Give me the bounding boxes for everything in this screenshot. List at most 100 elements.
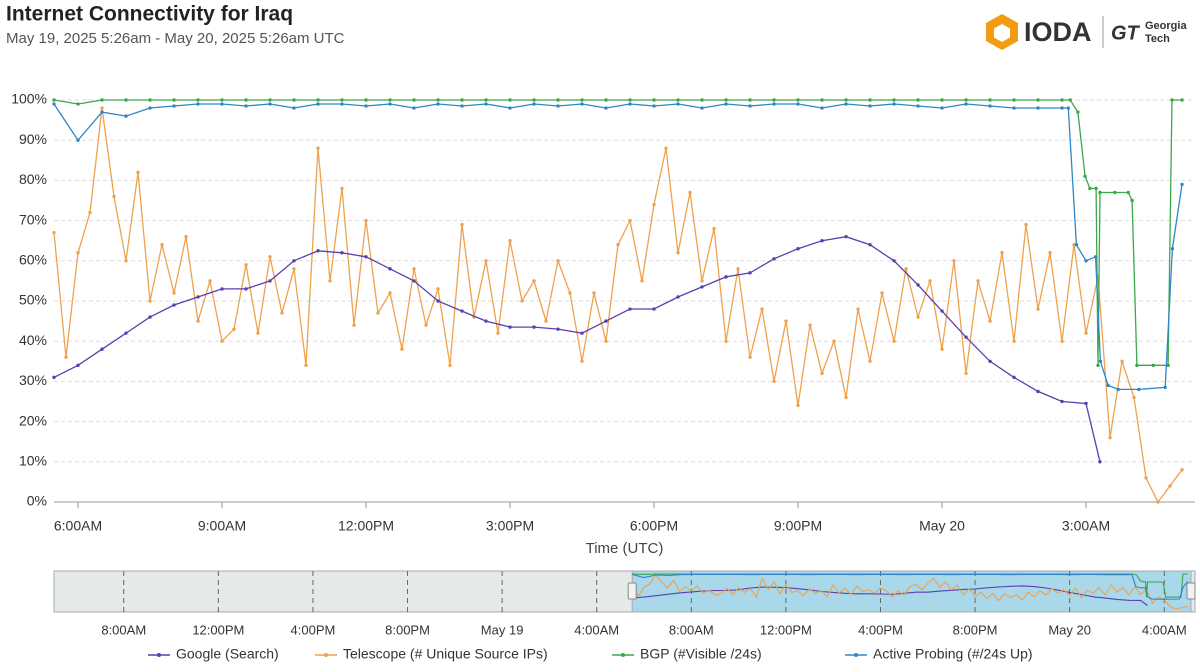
- y-tick-label: 0%: [27, 493, 47, 509]
- data-point: [1098, 460, 1102, 464]
- navigator-handle: [1186, 582, 1196, 600]
- data-point: [724, 98, 728, 102]
- data-point: [352, 323, 356, 327]
- data-point: [424, 323, 428, 327]
- data-point: [1156, 500, 1160, 504]
- data-point: [148, 98, 152, 102]
- data-point: [676, 295, 680, 299]
- data-point: [388, 291, 392, 295]
- data-point: [220, 98, 224, 102]
- data-point: [448, 363, 452, 368]
- data-point: [652, 307, 656, 311]
- data-point: [664, 146, 668, 150]
- data-point: [220, 287, 224, 291]
- data-point: [388, 98, 392, 102]
- data-point: [388, 102, 392, 106]
- data-point: [436, 287, 440, 291]
- data-point: [1076, 110, 1080, 114]
- data-point: [412, 279, 416, 283]
- data-point: [556, 98, 560, 102]
- data-point: [628, 98, 632, 102]
- data-point: [652, 104, 656, 108]
- data-point: [484, 319, 488, 323]
- data-point: [844, 102, 848, 106]
- data-point: [520, 299, 524, 303]
- data-point: [580, 98, 584, 102]
- data-point: [436, 299, 440, 303]
- data-point: [844, 98, 848, 102]
- x-tick-label: 12:00PM: [338, 518, 394, 534]
- data-point: [508, 106, 512, 110]
- data-point: [748, 98, 752, 102]
- data-point: [1012, 339, 1016, 343]
- data-point: [1180, 182, 1184, 187]
- data-point: [916, 315, 920, 319]
- data-point: [712, 226, 716, 231]
- data-point: [148, 315, 152, 319]
- legend-dot: [621, 653, 625, 657]
- data-point: [1180, 468, 1184, 472]
- data-point: [1098, 190, 1102, 195]
- data-point: [772, 257, 776, 261]
- data-point: [784, 319, 788, 323]
- data-point: [1113, 190, 1117, 195]
- title: Internet Connectivity for Iraq: [6, 3, 293, 26]
- data-point: [1060, 106, 1064, 110]
- data-point: [676, 98, 680, 102]
- data-point: [1166, 363, 1170, 368]
- data-point: [508, 325, 512, 329]
- data-point: [1036, 106, 1040, 110]
- data-point: [364, 104, 368, 108]
- data-point: [124, 98, 128, 102]
- data-point: [52, 230, 56, 235]
- x-tick-label: May 20: [919, 518, 965, 534]
- data-point: [1106, 383, 1110, 388]
- data-point: [832, 339, 836, 343]
- data-point: [1132, 395, 1136, 400]
- legend-label: Telescope (# Unique Source IPs): [343, 646, 548, 662]
- data-point: [292, 267, 296, 271]
- data-point: [1084, 259, 1088, 263]
- navigator-tick-label: May 20: [1048, 622, 1091, 637]
- data-point: [412, 106, 416, 110]
- data-point: [700, 279, 704, 283]
- data-point: [724, 275, 728, 279]
- data-point: [1144, 476, 1148, 480]
- data-point: [700, 98, 704, 102]
- navigator-tick-label: 8:00AM: [101, 622, 146, 637]
- data-point: [604, 106, 608, 110]
- x-tick-label: 3:00PM: [486, 518, 534, 534]
- data-point: [460, 104, 464, 108]
- data-point: [256, 331, 260, 335]
- data-point: [340, 102, 344, 106]
- data-point: [232, 327, 236, 331]
- data-point: [868, 98, 872, 102]
- data-point: [196, 295, 200, 299]
- data-point: [772, 379, 776, 384]
- data-point: [1130, 198, 1134, 203]
- data-point: [1066, 106, 1070, 110]
- data-point: [52, 98, 56, 102]
- data-point: [268, 102, 272, 106]
- y-tick-label: 20%: [19, 412, 47, 428]
- data-point: [700, 285, 704, 289]
- ioda-logo: IODA GT Georgia Tech: [986, 14, 1187, 50]
- x-tick-label: 6:00AM: [54, 518, 102, 534]
- data-point: [700, 106, 704, 110]
- y-tick-label: 10%: [19, 453, 47, 469]
- data-point: [724, 102, 728, 106]
- navigator-line: [632, 573, 1189, 600]
- data-point: [100, 110, 104, 114]
- data-point: [868, 104, 872, 108]
- data-point: [1060, 98, 1064, 102]
- data-point: [364, 218, 368, 223]
- data-point: [268, 279, 272, 283]
- data-point: [868, 243, 872, 247]
- data-point: [904, 267, 908, 271]
- navigator-handle: [627, 582, 637, 600]
- data-point: [940, 347, 944, 351]
- data-point: [52, 102, 56, 106]
- navigator-line: [631, 573, 1189, 610]
- data-point: [484, 102, 488, 106]
- legend-label: Google (Search): [176, 646, 279, 662]
